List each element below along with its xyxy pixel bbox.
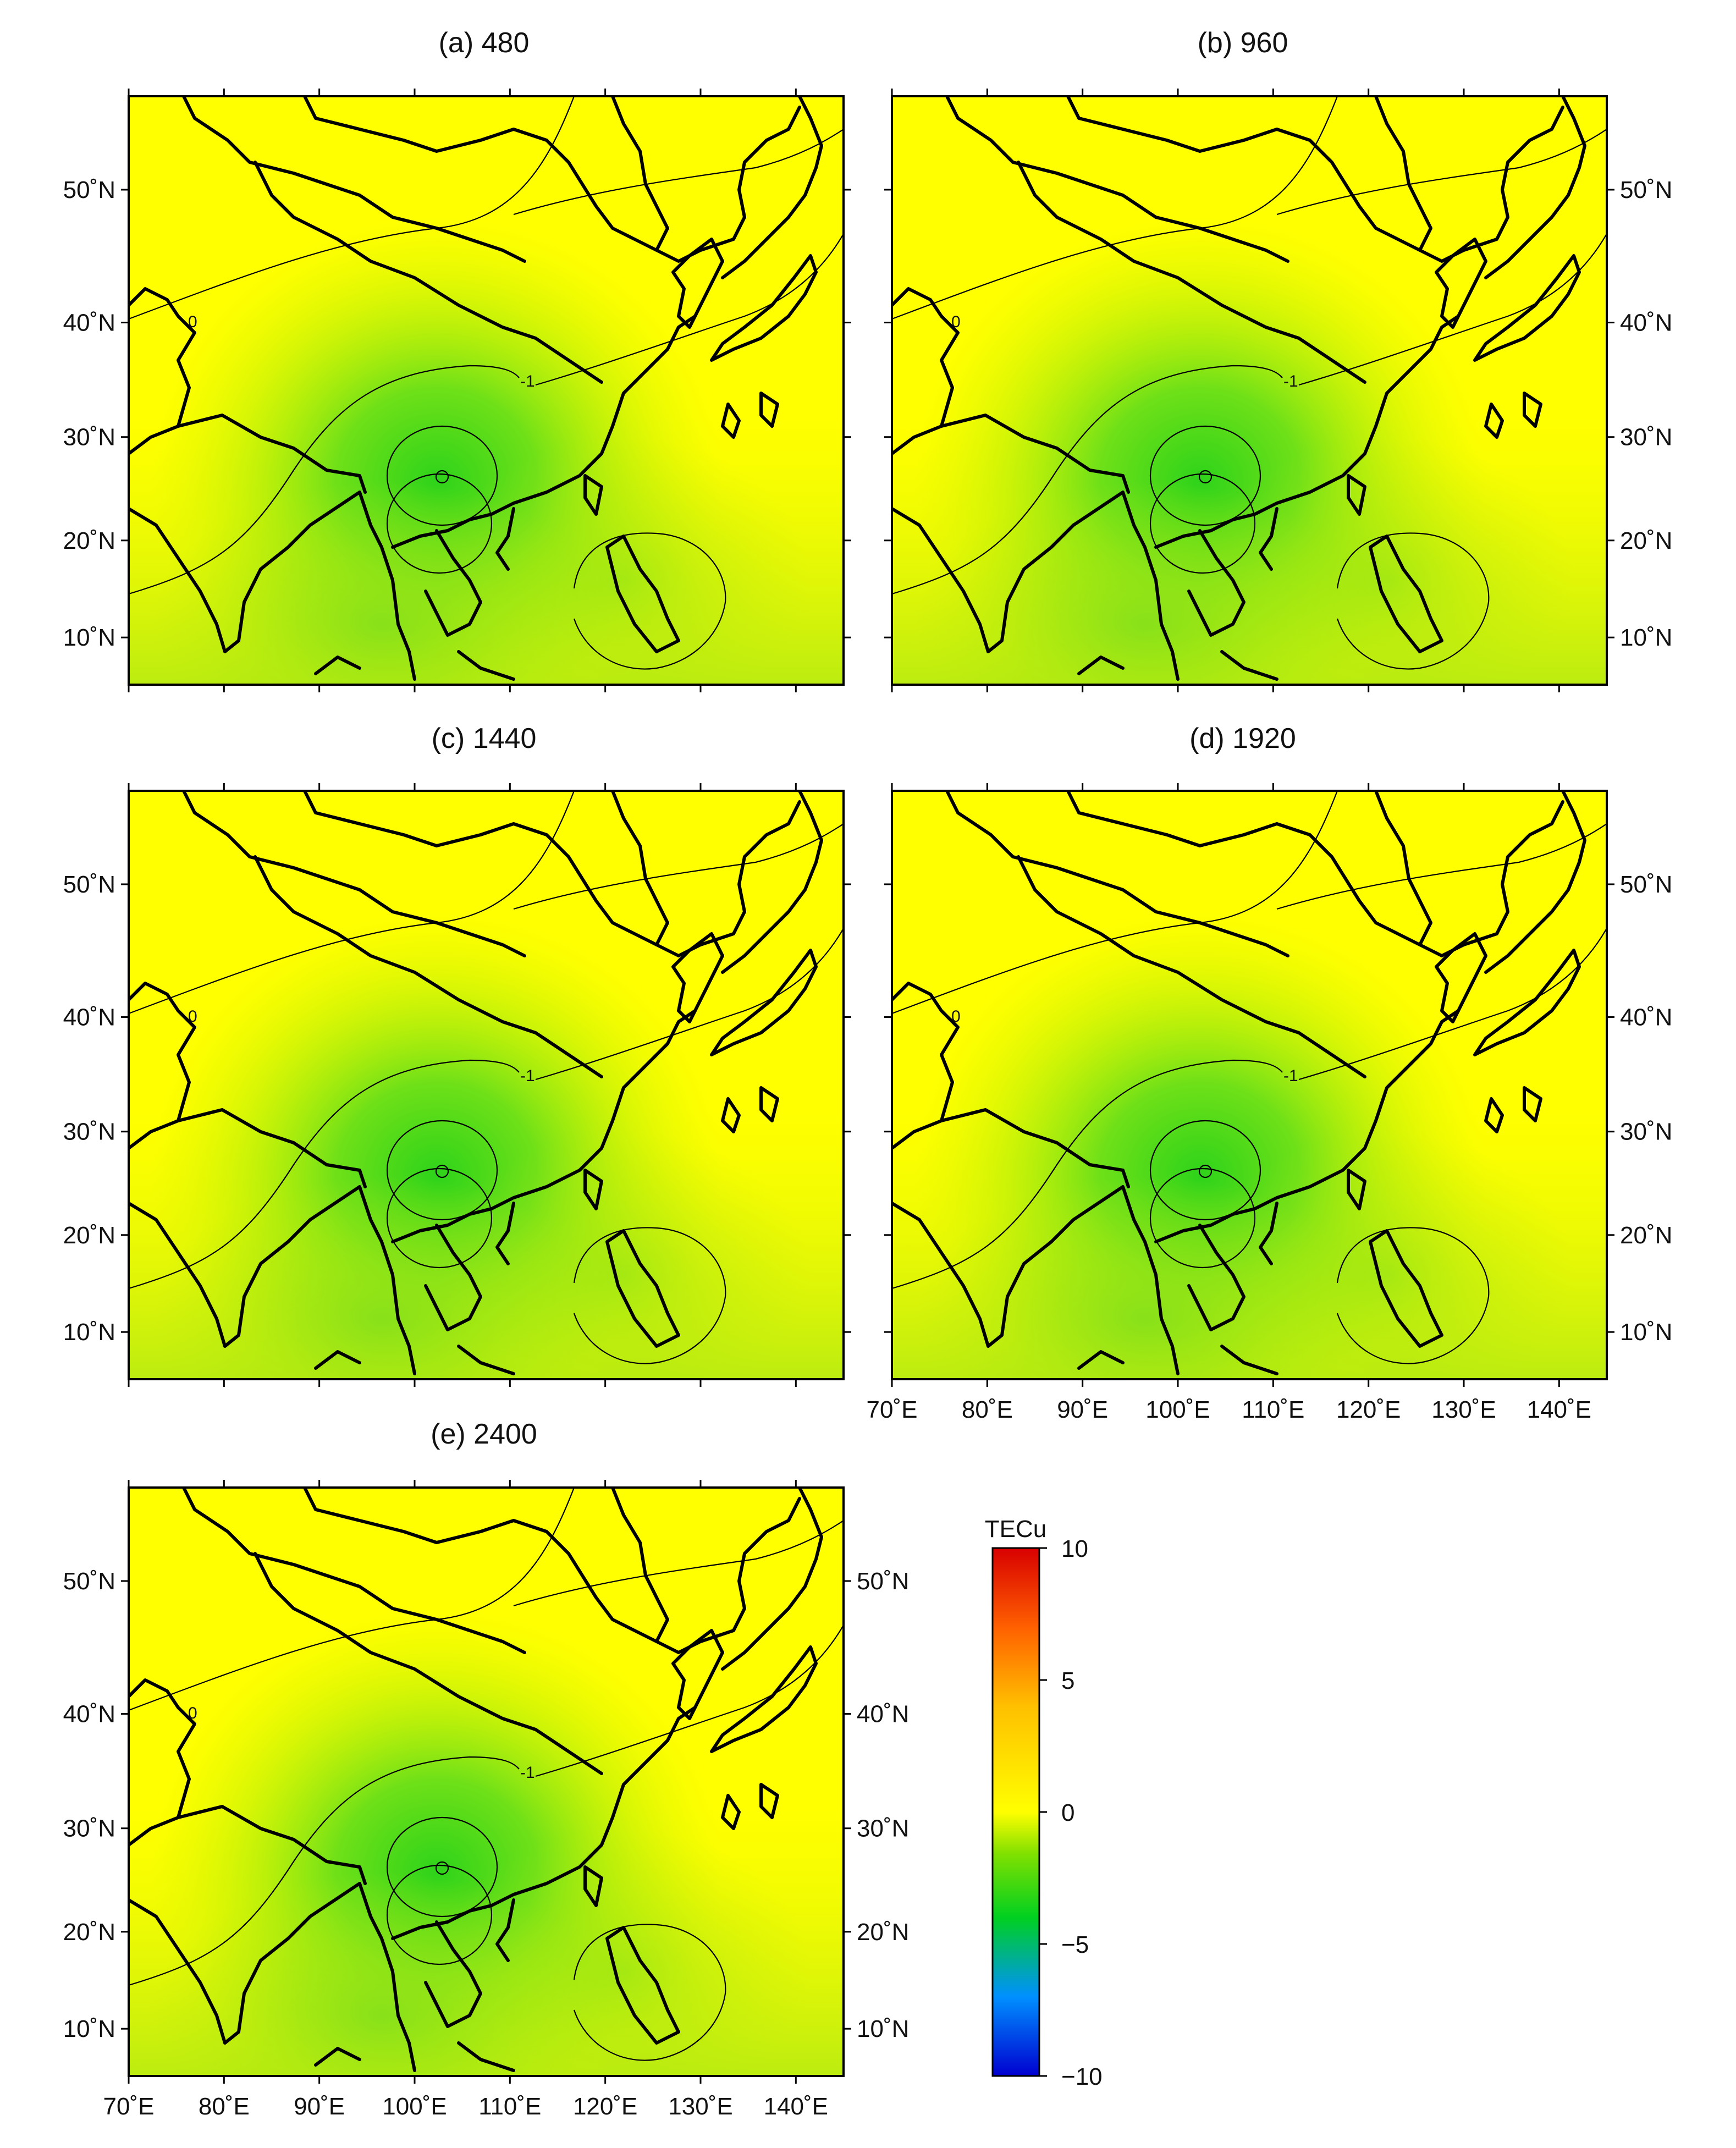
lat-tick-label: 10˚N [63, 1319, 115, 1346]
lon-tick-label: 110˚E [1242, 1396, 1304, 1423]
contour-label-0: 0 [188, 1007, 197, 1026]
lon-tick-label: 80˚E [962, 1396, 1013, 1423]
lon-tick-label: 100˚E [382, 2093, 447, 2120]
lat-tick-label: 30˚N [857, 1815, 909, 1842]
contour-label-0: 0 [951, 1007, 961, 1026]
lat-tick-label: 40˚N [63, 309, 115, 336]
panel-a: (a) 480 0 -1 [128, 27, 845, 767]
panel-title-c: (c) 1440 [432, 723, 537, 754]
lat-tick-label: 30˚N [63, 1119, 115, 1145]
contour-label-0: 0 [188, 313, 197, 331]
lat-tick-label: 30˚N [63, 1815, 115, 1842]
map-e [129, 1488, 844, 2148]
contour-label-0: 0 [951, 313, 961, 331]
lat-tick-label: 20˚N [63, 1222, 115, 1249]
lat-tick-label: 40˚N [63, 1004, 115, 1031]
lat-tick-label: 20˚N [63, 527, 115, 554]
contour-label-minus1: -1 [1283, 372, 1298, 390]
lon-tick-label: 70˚E [103, 2093, 155, 2120]
map-c [129, 791, 844, 1462]
map-b [892, 96, 1607, 767]
panel-b: (b) 960 0 -1 [891, 27, 1608, 767]
colorbar-tick-label: 5 [1061, 1667, 1074, 1694]
lon-tick-label: 110˚E [478, 2093, 541, 2120]
panel-title-b: (b) 960 [1198, 27, 1288, 59]
contour-label-minus1: -1 [520, 1764, 535, 1782]
lat-tick-label: 10˚N [1620, 624, 1672, 651]
map-a [129, 96, 844, 767]
lat-tick-label: 20˚N [1620, 1222, 1672, 1249]
panel-c: (c) 1440 0 -1 [128, 723, 845, 1462]
colorbar-gradient [991, 1547, 1040, 2077]
panel-title-e: (e) 2400 [431, 1418, 537, 1450]
lon-tick-label: 70˚E [867, 1396, 918, 1423]
colorbar: TECu 10 5 0 −5 −10 [985, 1516, 1103, 2090]
contour-label-minus1: -1 [520, 1067, 535, 1085]
panel-title-d: (d) 1920 [1189, 723, 1296, 754]
axes: 10˚N 20˚N 30˚N 40˚N 50˚N 10˚N 20˚N 30˚N 40˚N 50˚N… [63, 89, 1672, 2120]
lat-tick-label: 10˚N [1620, 1319, 1672, 1346]
lat-tick-label: 20˚N [857, 1919, 909, 1946]
contour-label-minus1: -1 [520, 372, 535, 390]
lat-tick-label: 50˚N [63, 1568, 115, 1595]
lon-tick-label: 90˚E [1057, 1396, 1108, 1423]
lat-tick-label: 50˚N [857, 1568, 909, 1595]
colorbar-tick-label: 0 [1061, 1799, 1074, 1826]
lon-tick-label: 90˚E [294, 2093, 345, 2120]
colorbar-unit: TECu [985, 1516, 1046, 1543]
colorbar-ticks: 10 5 0 −5 −10 [1039, 1535, 1103, 2090]
colorbar-tick-label: −10 [1061, 2063, 1103, 2090]
lat-tick-label: 50˚N [1620, 177, 1672, 203]
lat-tick-label: 40˚N [1620, 1004, 1672, 1031]
colorbar-tick-label: 10 [1061, 1535, 1088, 1562]
lat-tick-label: 40˚N [1620, 309, 1672, 336]
panel-title-a: (a) 480 [439, 27, 530, 59]
lat-tick-label: 50˚N [63, 177, 115, 203]
lon-tick-label: 130˚E [1431, 1396, 1496, 1423]
lat-tick-label: 20˚N [1620, 527, 1672, 554]
lat-tick-label: 10˚N [63, 624, 115, 651]
lat-tick-label: 40˚N [857, 1700, 909, 1727]
map-d [892, 791, 1607, 1462]
contour-label-0: 0 [188, 1704, 197, 1722]
lat-tick-label: 40˚N [63, 1700, 115, 1727]
lon-tick-label: 120˚E [1336, 1396, 1401, 1423]
colorbar-tick-label: −5 [1061, 1931, 1089, 1958]
lon-tick-label: 140˚E [1527, 1396, 1591, 1423]
lat-tick-label: 10˚N [63, 2015, 115, 2042]
lon-tick-label: 120˚E [573, 2093, 637, 2120]
panel-e: (e) 2400 0 -1 [128, 1418, 845, 2148]
lon-tick-label: 80˚E [199, 2093, 250, 2120]
lat-tick-label: 50˚N [1620, 871, 1672, 898]
lat-tick-label: 30˚N [63, 424, 115, 451]
lat-tick-label: 10˚N [857, 2015, 909, 2042]
lon-tick-label: 140˚E [764, 2093, 828, 2120]
lon-tick-label: 130˚E [668, 2093, 732, 2120]
panel-d: (d) 1920 0 -1 [891, 723, 1608, 1462]
lat-tick-label: 20˚N [63, 1919, 115, 1946]
lat-tick-label: 30˚N [1620, 1119, 1672, 1145]
contour-label-minus1: -1 [1283, 1067, 1298, 1085]
lat-tick-label: 50˚N [63, 871, 115, 898]
lon-tick-label: 100˚E [1145, 1396, 1210, 1423]
lat-tick-label: 30˚N [1620, 424, 1672, 451]
